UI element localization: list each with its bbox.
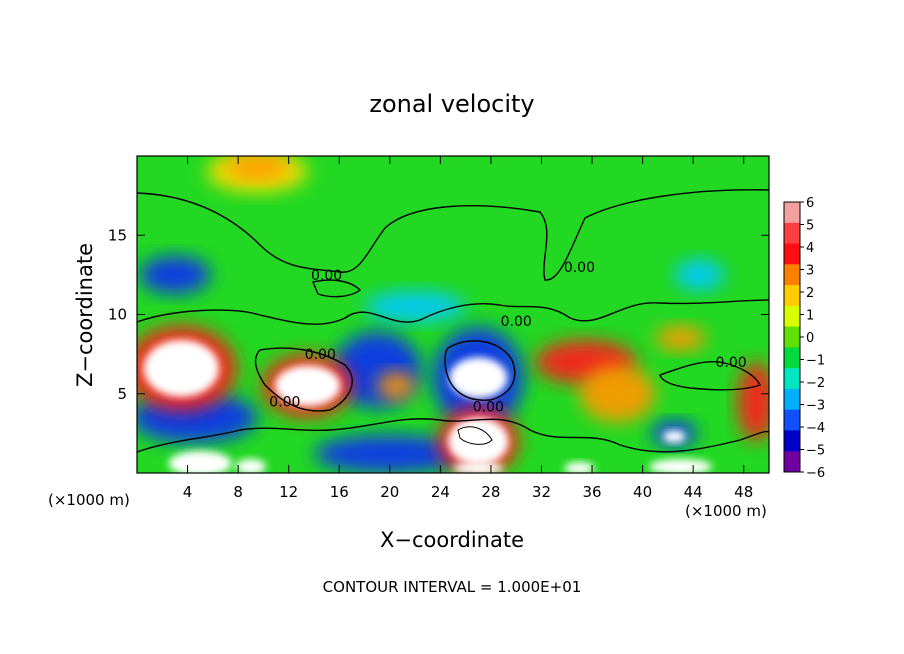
- plot-area: 0.00 0.00 0.00 0.00 0.00 0.00 0.00: [137, 156, 769, 473]
- x-tick-label: 4: [183, 483, 193, 501]
- colorbar-segment: [784, 388, 800, 411]
- colorbar-tick-label: 3: [806, 264, 814, 279]
- field-feature-white: [564, 461, 595, 473]
- y-tick-label: 15: [108, 226, 127, 244]
- colorbar-tick-label: −2: [806, 376, 825, 391]
- colorbar-segment: [784, 285, 800, 307]
- zero-contour-small-loop: [312, 279, 362, 298]
- x-tick-label: 44: [684, 483, 703, 501]
- zero-contour-lower: [137, 418, 769, 453]
- contour-label: 0.00: [715, 355, 746, 371]
- colorbar-segment: [784, 347, 800, 369]
- field-feature-blue: [139, 255, 211, 294]
- colorbar-segment: [784, 305, 800, 328]
- x-tick-label: 28: [481, 483, 500, 501]
- x-axis-ticks: 4 8 12 16 20 24 28 32 36 40 44 48: [183, 156, 753, 501]
- field-feature-cyan: [364, 290, 466, 323]
- contour-label: 0.00: [473, 399, 504, 415]
- colorbar-segment: [784, 222, 800, 245]
- colorbar-tick-label: 5: [806, 219, 814, 234]
- x-tick-label: 8: [233, 483, 243, 501]
- contour-label: 0.00: [305, 347, 336, 363]
- contour-label: 0.00: [564, 260, 595, 276]
- zero-contour-blob-right: [659, 360, 761, 391]
- zero-contour-blob-left: [254, 347, 353, 412]
- colorbar-tick-label: 0: [806, 331, 814, 346]
- colorbar-tick-label: 6: [806, 196, 814, 211]
- x-tick-label: 16: [330, 483, 349, 501]
- x-tick-label: 36: [582, 483, 601, 501]
- field-feature-white: [143, 339, 220, 397]
- y-axis-label: Z−coordinate: [73, 243, 97, 387]
- x-axis-label: X−coordinate: [380, 528, 524, 552]
- x-tick-label: 32: [532, 483, 551, 501]
- field-features: [137, 156, 769, 473]
- x-tick-label: 40: [633, 483, 652, 501]
- y-tick-label: 10: [108, 306, 127, 324]
- y-tick-label: 5: [117, 385, 127, 403]
- colorbar-tick-label: −4: [806, 421, 825, 436]
- x-axis-unit-left: (×1000 m): [48, 491, 130, 509]
- field-feature-orange: [377, 371, 416, 401]
- field-feature-white: [235, 458, 266, 473]
- field-feature-orange: [655, 325, 706, 351]
- y-axis-ticks: 5 10 15: [108, 226, 769, 403]
- x-tick-label: 48: [734, 483, 753, 501]
- contour-label: 0.00: [269, 395, 300, 411]
- x-tick-label: 20: [380, 483, 399, 501]
- colorbar: 6 5 4 3 2 1 0 −1 −2 −3 −4 −5 −6: [783, 196, 825, 481]
- contour-labels: 0.00 0.00 0.00 0.00 0.00 0.00 0.00: [269, 260, 746, 415]
- colorbar-segment: [784, 409, 800, 431]
- field-feature-orange: [225, 156, 289, 180]
- field-feature-cyan: [674, 259, 725, 291]
- field-feature-white: [447, 417, 509, 466]
- colorbar-segment: [784, 368, 800, 390]
- field-feature-red: [737, 362, 769, 442]
- colorbar-tick-label: 4: [806, 241, 814, 256]
- colorbar-segment: [784, 430, 800, 452]
- zero-contours: [137, 189, 769, 453]
- inner-contour-loop: [457, 426, 493, 445]
- field-feature-white: [648, 458, 713, 473]
- field-feature-blue: [313, 434, 466, 473]
- colorbar-tick-label: 1: [806, 309, 814, 324]
- zero-contour-upper: [137, 189, 769, 281]
- contour-interval-note: CONTOUR INTERVAL = 1.000E+01: [323, 578, 582, 596]
- field-feature-white: [274, 365, 341, 407]
- field-feature-orange: [579, 365, 656, 423]
- field-feature-white: [168, 450, 232, 473]
- zero-contour-blob-center: [444, 340, 516, 401]
- colorbar-segment: [784, 451, 800, 473]
- field-feature-white: [662, 430, 686, 443]
- zero-contour-mid: [137, 299, 769, 325]
- x-axis-unit-right: (×1000 m): [685, 502, 767, 520]
- colorbar-segment: [784, 264, 800, 286]
- contour-label: 0.00: [501, 314, 532, 330]
- colorbar-tick-label: −5: [806, 444, 825, 459]
- colorbar-segment: [784, 202, 800, 224]
- colorbar-segment: [784, 326, 800, 348]
- contour-label: 0.00: [311, 268, 342, 284]
- colorbar-tick-label: −1: [806, 354, 825, 369]
- x-tick-label: 24: [431, 483, 450, 501]
- x-tick-label: 12: [279, 483, 298, 501]
- colorbar-tick-label: −6: [806, 466, 825, 481]
- chart-title: zonal velocity: [369, 90, 534, 118]
- colorbar-tick-label: −3: [806, 399, 825, 414]
- colorbar-segment: [784, 243, 800, 265]
- colorbar-tick-label: 2: [806, 286, 814, 301]
- field-feature-white: [449, 357, 508, 399]
